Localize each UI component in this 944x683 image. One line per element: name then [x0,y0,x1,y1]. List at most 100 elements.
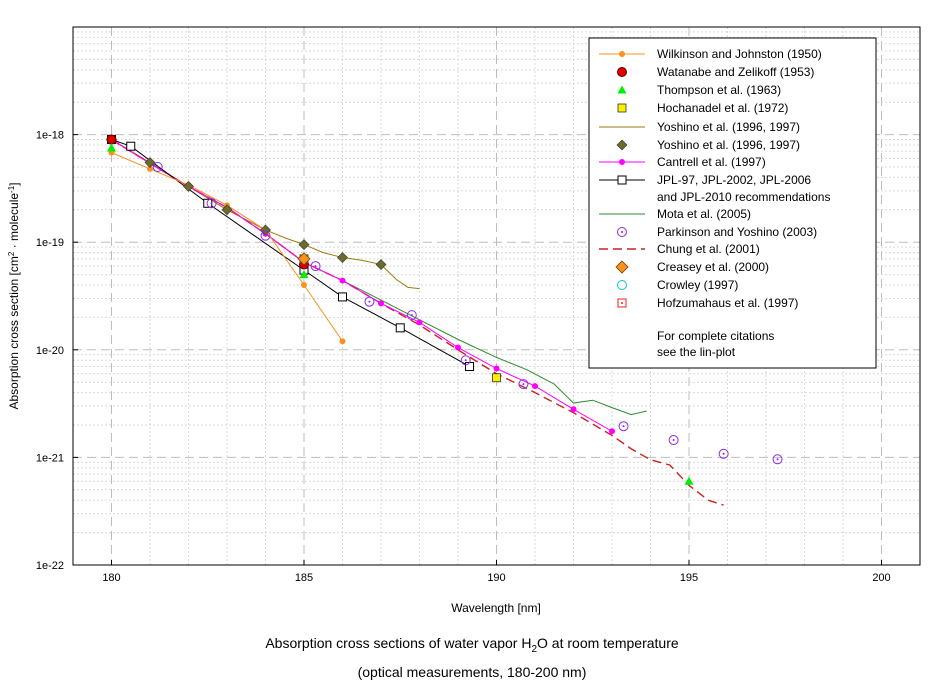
series-orange-diamond [297,252,311,266]
data-point [618,421,629,432]
data-point [492,373,501,383]
data-point [518,379,529,390]
legend-note-line1: For complete citations [657,329,774,343]
legend-label: Hochanadel et al. (1972) [657,101,788,115]
data-point [718,448,729,459]
data-point [183,180,194,192]
legend-item: Chung et al. (2001) [599,242,760,256]
series-layer [106,134,783,506]
y-tick-label: 1e-19 [36,237,64,249]
data-point [668,435,679,446]
legend-label: Chung et al. (2001) [657,242,760,256]
legend-item: Cantrell et al. (1997) [599,155,766,169]
y-tick-label: 1e-21 [36,452,64,464]
data-point [570,406,577,413]
legend-item: Parkinson and Yoshino (2003) [617,225,817,239]
x-tick-label: 190 [487,572,505,584]
legend-swatch-marker [617,227,627,237]
chart-title-line1: Absorption cross sections of water vapor… [265,635,679,655]
legend-item: Crowley (1997) [617,278,738,292]
legend-label: Parkinson and Yoshino (2003) [657,225,817,239]
data-point [297,252,311,266]
legend-label: Yoshino et al. (1996, 1997) [657,138,800,152]
legend-note-line2: see the lin-plot [657,345,736,359]
legend-item: Yoshino et al. (1996, 1997) [616,138,800,152]
x-axis-title: Wavelength [nm] [451,601,541,615]
legend-label: Crowley (1997) [657,278,738,292]
data-point [772,454,783,465]
legend-label: Thompson et al. (1963) [657,83,781,97]
data-point [144,157,156,168]
legend-label: Cantrell et al. (1997) [657,155,766,169]
chart-title-line2: (optical measurements, 180-200 nm) [357,663,587,680]
data-point [416,319,423,326]
data-point [299,270,309,279]
data-point [609,428,615,435]
legend-item: Yoshino et al. (1996, 1997) [599,120,800,134]
legend-swatch-marker [619,51,625,57]
x-tick-label: 195 [680,572,698,584]
legend: Wilkinson and Johnston (1950) Watanabe an… [588,37,877,369]
y-tick-label: 1e-20 [36,345,64,357]
data-point [406,310,417,321]
data-point [152,161,163,172]
data-point [260,230,271,241]
legend-swatch-marker [617,67,627,77]
legend-label: Watanabe and Zelikoff (1953) [657,65,814,79]
legend-label: Wilkinson and Johnston (1950) [657,47,822,61]
data-point [375,259,387,270]
legend-label: Mota et al. (2005) [657,207,751,221]
legend-swatch-marker [617,175,627,185]
y-axis-title: Absorption cross section [cm2 · molecule… [7,182,22,409]
data-point [147,165,153,172]
data-point [301,282,307,289]
data-point [206,198,217,209]
legend-item: Mota et al. (2005) [599,207,751,221]
legend-item: Hofzumahaus et al. (1997) [617,296,798,310]
series-green-triangle [107,143,694,485]
legend-item: Thompson et al. (1963) [617,83,781,97]
legend-item: JPL-97, JPL-2002, JPL-2006 and JPL-2010 r… [599,173,830,204]
legend-item: Creasey et al. (2000) [615,260,769,274]
legend-label-line2: and JPL-2010 recommendations [657,190,830,204]
data-point [460,355,471,366]
legend-item: Hochanadel et al. (1972) [617,101,788,115]
legend-box [588,37,877,369]
legend-label: JPL-97, JPL-2002, JPL-2006 [657,173,811,187]
legend-swatch-marker [615,260,629,274]
data-point [310,261,321,272]
data-point [221,204,233,216]
y-tick-label: 1e-18 [36,130,64,142]
series-purple-open-circle-dot [152,161,783,465]
data-point [364,296,375,307]
legend-label: Creasey et al. (2000) [657,260,769,274]
data-point [106,134,117,145]
data-point [337,252,348,263]
data-point [339,277,346,284]
legend-label: Hofzumahaus et al. (1997) [657,296,798,310]
chart-caption: Absorption cross sections of water vapor… [0,632,944,683]
legend-swatch-marker [619,159,625,165]
series-line [111,139,613,432]
data-point [298,239,310,251]
x-tick-label: 180 [102,572,120,584]
data-point [126,141,136,151]
data-point [338,292,347,302]
data-point [107,143,116,152]
legend-swatch-marker [617,85,627,94]
series-olive-diamond [106,134,387,270]
data-point [684,476,694,485]
legend-item: Watanabe and Zelikoff (1953) [617,65,814,79]
legend-swatch-marker [617,103,627,113]
data-point [378,300,384,307]
data-point [532,383,538,390]
axis-ticks: 180 185 190 195 200 1e-22 1e-21 1e-20 1e-19 1e-18 [36,130,891,584]
x-tick-label: 185 [295,572,313,584]
data-point [465,361,475,371]
data-point [395,323,405,333]
x-tick-label: 200 [872,572,890,584]
legend-swatch-marker [616,139,628,151]
data-point [339,338,346,345]
legend-swatch-marker [617,280,627,290]
